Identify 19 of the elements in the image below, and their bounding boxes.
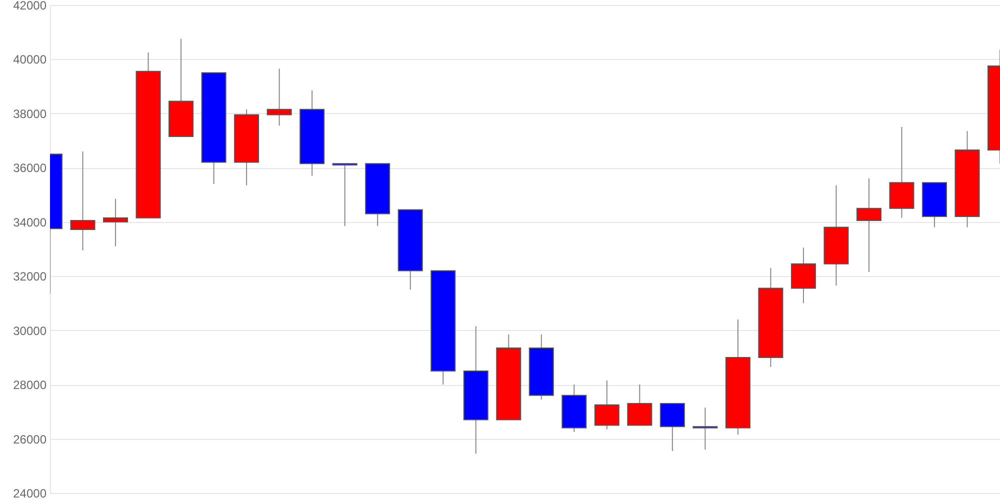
candlestick xyxy=(856,178,882,273)
candlestick xyxy=(594,380,620,430)
y-tick-label: 38000 xyxy=(13,106,47,121)
y-tick-label: 30000 xyxy=(13,324,47,338)
candlestick xyxy=(70,150,96,251)
y-tick-label: 28000 xyxy=(13,378,47,392)
candlestick xyxy=(103,198,128,247)
y-tick-label: 40000 xyxy=(13,52,47,67)
candlestick xyxy=(627,384,652,426)
candlestick xyxy=(266,68,292,126)
y-tick-label: 26000 xyxy=(13,432,47,446)
y-tick-label: 34000 xyxy=(13,215,47,230)
candlestick xyxy=(660,403,685,452)
candlestick xyxy=(692,407,718,450)
y-tick-label: 24000 xyxy=(13,486,47,500)
y-tick-label: 32000 xyxy=(13,270,47,284)
candlestick xyxy=(332,163,358,226)
y-tick-label: 36000 xyxy=(13,161,47,176)
y-tick-label: 42000 xyxy=(13,0,47,12)
